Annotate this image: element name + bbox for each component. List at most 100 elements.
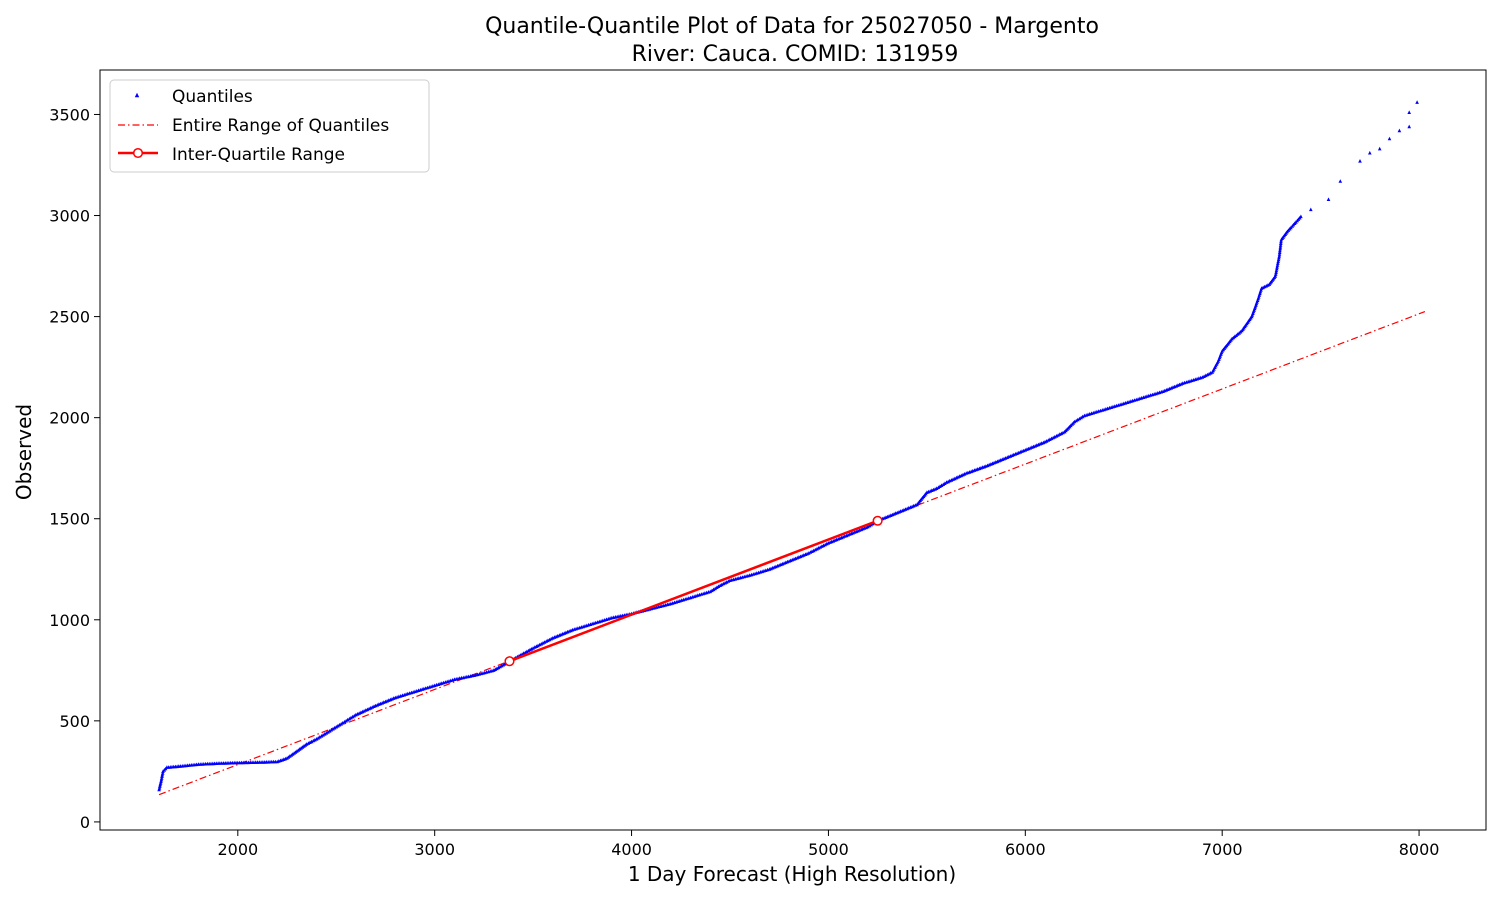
quantile-point xyxy=(867,523,872,528)
quantile-point xyxy=(1368,150,1372,155)
quantile-point xyxy=(334,724,339,729)
legend-quantiles-label: Quantiles xyxy=(172,87,253,107)
legend-iqr-label: Inter-Quartile Range xyxy=(172,145,345,165)
quantile-point xyxy=(936,485,941,489)
plot-frame xyxy=(99,69,1487,831)
quantile-point xyxy=(1080,414,1085,419)
quantile-point xyxy=(323,732,327,736)
x-tick-label: 2000 xyxy=(217,840,258,859)
quantile-point xyxy=(329,727,334,732)
quantile-point xyxy=(503,662,507,666)
quantile-point xyxy=(1079,415,1083,420)
x-axis: 2000 3000 4000 5000 6000 7000 8000 xyxy=(217,830,1439,859)
quantile-point xyxy=(352,713,357,718)
quantile-point xyxy=(332,725,337,730)
quantile-point xyxy=(339,721,343,726)
quantile-point xyxy=(299,746,303,750)
legend-quantiles-marker xyxy=(134,92,140,98)
x-tick-label: 6000 xyxy=(1005,840,1046,859)
quantile-point xyxy=(1299,214,1303,219)
quantile-point xyxy=(1377,146,1382,151)
quantile-point xyxy=(292,751,296,755)
quantile-point xyxy=(1276,259,1280,264)
quantile-point xyxy=(1415,100,1419,104)
quantile-point xyxy=(1407,124,1411,129)
quantile-point xyxy=(336,723,340,728)
quantile-point xyxy=(321,733,325,737)
legend: Quantiles Entire Range of Quantiles Inte… xyxy=(109,79,430,173)
quantile-point xyxy=(716,584,721,588)
quantile-point xyxy=(344,718,348,723)
quantile-point xyxy=(331,726,335,731)
y-tick-label: 0 xyxy=(80,813,90,832)
quantile-point xyxy=(318,735,322,739)
quantile-point xyxy=(1275,265,1279,269)
quantile-point xyxy=(1358,159,1362,163)
quantile-point xyxy=(349,715,353,720)
y-tick-label: 1000 xyxy=(49,611,90,630)
y-axis: 0 500 1000 1500 2000 2500 3000 3500 xyxy=(49,105,100,832)
quantile-point xyxy=(1233,334,1237,339)
quantile-point xyxy=(1309,207,1313,212)
quantile-point xyxy=(869,522,873,527)
quantile-point xyxy=(1338,179,1343,183)
quantile-point xyxy=(316,736,320,740)
quantile-point xyxy=(1276,257,1281,262)
quantile-point xyxy=(1074,418,1078,423)
y-tick-label: 1500 xyxy=(49,510,90,529)
quantile-point xyxy=(866,524,870,529)
y-tick-label: 3000 xyxy=(49,207,90,226)
iqr-line xyxy=(509,519,879,663)
legend-entire-range-label: Entire Range of Quantiles xyxy=(172,116,389,136)
quantile-point xyxy=(327,729,332,733)
quantile-point xyxy=(941,482,946,486)
quantile-point xyxy=(337,722,342,727)
quantile-point xyxy=(326,730,330,734)
quantile-point xyxy=(1275,263,1280,267)
chart-subtitle: River: Cauca. COMID: 131959 xyxy=(632,42,959,67)
quantile-points xyxy=(157,100,1419,792)
quantile-point xyxy=(1273,274,1278,278)
quantile-point xyxy=(938,484,942,488)
quantile-point xyxy=(1072,419,1077,424)
x-tick-label: 7000 xyxy=(1202,840,1243,859)
quantile-point xyxy=(1044,439,1049,443)
quantile-point xyxy=(314,737,319,741)
quantile-point xyxy=(710,588,714,593)
quantile-point xyxy=(341,720,345,725)
legend-iqr-marker xyxy=(132,147,144,159)
quantile-point xyxy=(342,719,347,724)
quantile-point xyxy=(708,589,713,594)
quantile-point xyxy=(319,734,324,738)
legend-box xyxy=(109,79,430,173)
quantile-point xyxy=(1274,268,1279,273)
quantile-point xyxy=(1326,197,1331,201)
quantile-point xyxy=(288,754,292,758)
x-tick-label: 4000 xyxy=(611,840,652,859)
iqr-marker xyxy=(504,656,515,667)
quantile-point xyxy=(289,753,294,757)
quantile-point xyxy=(1077,416,1082,421)
x-tick-label: 5000 xyxy=(808,840,849,859)
iqr-marker xyxy=(872,515,883,526)
quantile-point xyxy=(934,486,939,490)
quantile-point xyxy=(324,731,329,735)
quantile-point xyxy=(1387,136,1392,141)
y-axis-label: Observed xyxy=(12,404,36,500)
quantile-point xyxy=(1076,417,1080,422)
quantile-point xyxy=(1397,128,1402,133)
chart-title: Quantile-Quantile Plot of Data for 25027… xyxy=(485,14,1099,39)
x-axis-label: 1 Day Forecast (High Resolution) xyxy=(628,862,956,886)
y-tick-label: 2000 xyxy=(49,409,90,428)
y-tick-label: 500 xyxy=(59,712,90,731)
quantile-point xyxy=(713,586,717,591)
y-tick-label: 2500 xyxy=(49,308,90,327)
quantile-point xyxy=(345,717,350,722)
x-tick-label: 8000 xyxy=(1399,840,1440,859)
quantile-point xyxy=(715,585,719,589)
plot-area xyxy=(157,100,1426,796)
quantile-point xyxy=(711,587,716,592)
quantile-point xyxy=(350,714,355,719)
x-tick-label: 3000 xyxy=(414,840,455,859)
